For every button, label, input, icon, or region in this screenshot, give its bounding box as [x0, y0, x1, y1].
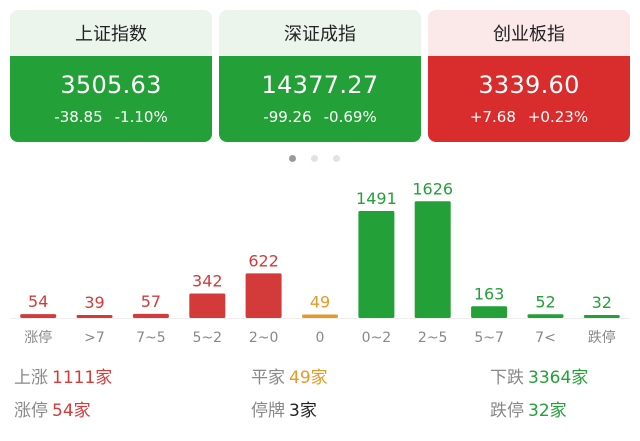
index-value: 3505.63 [60, 71, 162, 99]
bar-value-label: 54 [28, 292, 48, 311]
category-label: 7< [535, 330, 556, 346]
bar-10[interactable] [583, 315, 620, 318]
bar-7[interactable] [414, 201, 451, 318]
distribution-chart-svg: 54 涨停 39 >7 57 7~5 342 5~2 622 2~0 49 0 1491 0~2 1626 2… [10, 179, 630, 346]
category-label: 7~5 [136, 330, 166, 346]
category-label: 涨停 [24, 329, 52, 346]
category-label: 5~2 [193, 330, 223, 346]
page-indicator[interactable] [0, 155, 640, 162]
index-percent: -0.69% [323, 108, 377, 126]
stat-label: 停牌 [251, 401, 285, 421]
category-label: 5~7 [474, 330, 504, 346]
index-value: 14377.27 [261, 71, 379, 99]
bar-value-label: 49 [310, 293, 330, 312]
market-stats: 上涨 1111家 涨停 54家 平家 49家 停牌 3家 下跌 3364家 跌停 32家 [14, 366, 630, 436]
index-changes: +7.68 +0.23% [470, 106, 588, 128]
stat-limit-down: 跌停 32家 [490, 399, 567, 423]
page-dot-3[interactable] [332, 155, 340, 162]
index-name: 深证成指 [219, 10, 421, 56]
bar-value-label: 57 [141, 292, 161, 311]
stat-suspended: 停牌 3家 [251, 399, 317, 423]
bar-6[interactable] [358, 211, 395, 318]
stat-label: 下跌 [490, 368, 524, 388]
category-label: 2~5 [418, 330, 448, 346]
stat-label: 平家 [251, 368, 285, 388]
index-card-shenzhen[interactable]: 深证成指 14377.27 -99.26 -0.69% [219, 10, 421, 142]
stat-value: 1111家 [52, 368, 113, 388]
page-dot-2[interactable] [310, 155, 318, 162]
distribution-chart: 54 涨停 39 >7 57 7~5 342 5~2 622 2~0 49 0 1491 0~2 1626 2… [10, 170, 630, 350]
stat-value: 49家 [289, 368, 328, 388]
index-change: -38.85 [54, 108, 103, 126]
bar-value-label: 163 [474, 284, 505, 303]
stat-label: 跌停 [490, 401, 524, 421]
index-name: 创业板指 [428, 10, 630, 56]
bar-value-label: 52 [535, 292, 555, 311]
bar-4[interactable] [245, 273, 282, 318]
stat-value: 3家 [289, 401, 317, 421]
bar-5[interactable] [302, 314, 338, 319]
page-dot-1[interactable] [288, 155, 296, 162]
bar-value-label: 39 [84, 293, 104, 312]
bar-value-label: 32 [592, 293, 612, 312]
bar-value-label: 1491 [356, 189, 397, 208]
bar-9[interactable] [527, 314, 564, 318]
stat-value: 54家 [52, 401, 91, 421]
stat-value: 3364家 [528, 368, 589, 388]
index-change: +7.68 [469, 108, 516, 126]
stat-label: 上涨 [14, 368, 48, 388]
index-change: -99.26 [263, 108, 312, 126]
bar-value-label: 342 [192, 272, 223, 291]
category-label: 0 [316, 330, 325, 346]
stat-label: 涨停 [14, 401, 48, 421]
stat-fall: 下跌 3364家 [490, 366, 588, 390]
category-label: 0~2 [362, 330, 392, 346]
index-card-chinext[interactable]: 创业板指 3339.60 +7.68 +0.23% [428, 10, 630, 142]
index-card-shanghai[interactable]: 上证指数 3505.63 -38.85 -1.10% [10, 10, 212, 142]
index-cards: 上证指数 3505.63 -38.85 -1.10% 深证成指 14377.27 … [10, 10, 630, 142]
stat-limit-up: 涨停 54家 [14, 399, 91, 423]
category-label: 2~0 [249, 330, 279, 346]
stat-flat: 平家 49家 [251, 366, 328, 390]
bar-8[interactable] [471, 306, 508, 318]
bar-0[interactable] [20, 314, 57, 318]
bar-3[interactable] [189, 293, 226, 319]
index-quote: 3339.60 +7.68 +0.23% [428, 56, 630, 142]
index-name: 上证指数 [10, 10, 212, 56]
index-percent: -1.10% [114, 108, 168, 126]
category-label: 跌停 [588, 329, 616, 346]
bar-1[interactable] [76, 315, 113, 318]
index-value: 3339.60 [478, 71, 580, 99]
bar-value-label: 622 [248, 251, 279, 270]
stat-rise: 上涨 1111家 [14, 366, 112, 390]
stat-value: 32家 [528, 401, 567, 421]
index-quote: 14377.27 -99.26 -0.69% [219, 56, 421, 142]
index-percent: +0.23% [527, 108, 589, 126]
bar-2[interactable] [132, 313, 169, 318]
index-changes: -99.26 -0.69% [263, 106, 376, 128]
category-label: >7 [84, 330, 105, 346]
index-changes: -38.85 -1.10% [54, 106, 167, 128]
index-quote: 3505.63 -38.85 -1.10% [10, 56, 212, 142]
bar-value-label: 1626 [412, 179, 453, 198]
